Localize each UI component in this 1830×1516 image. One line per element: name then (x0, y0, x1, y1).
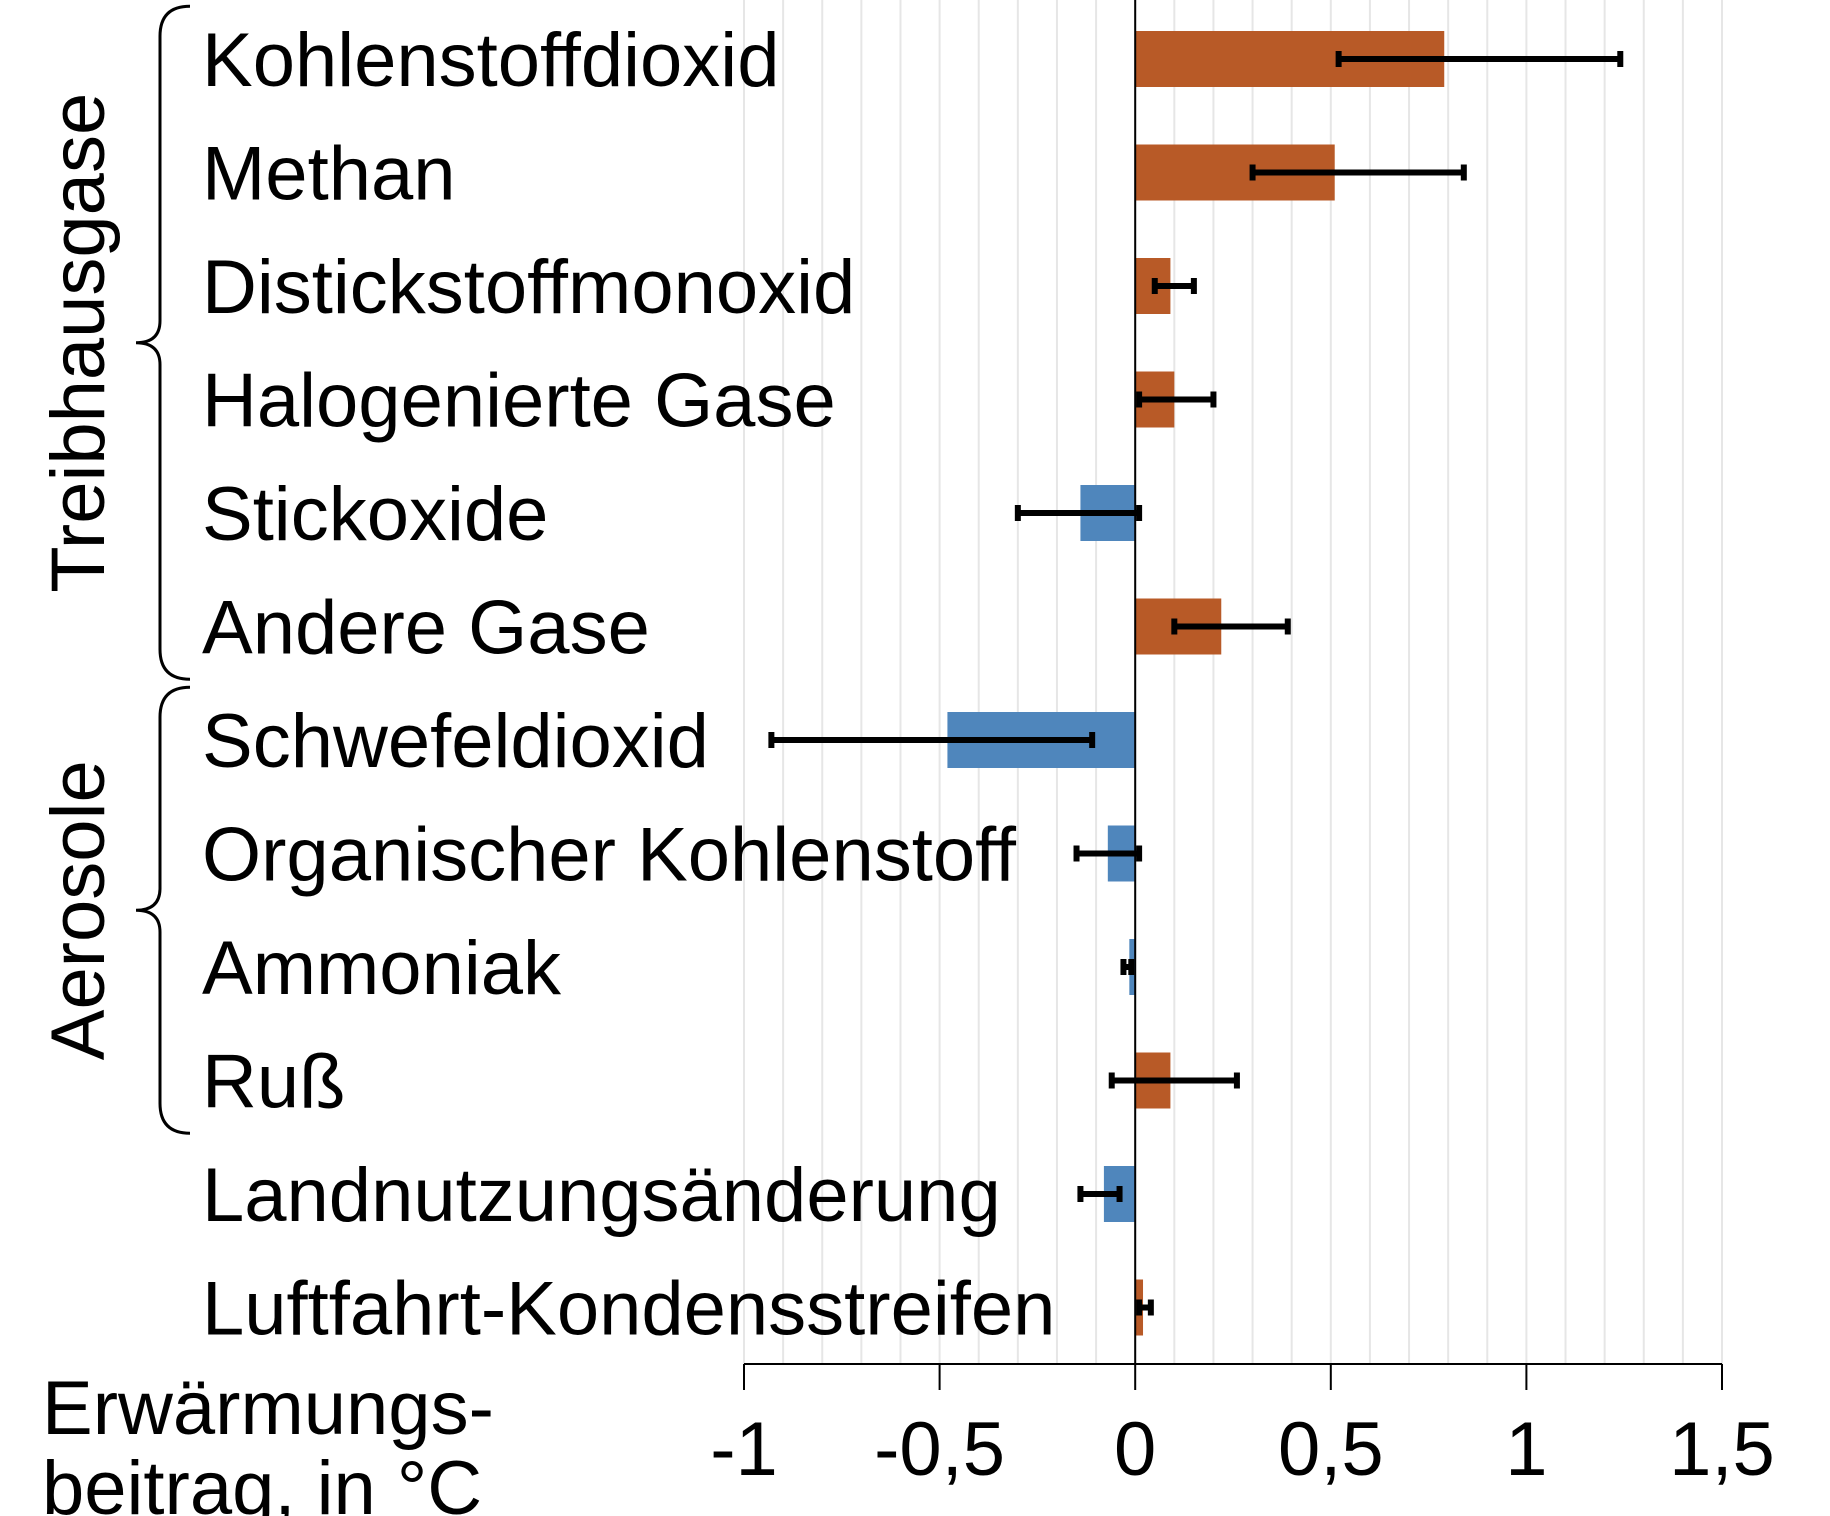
error-bars (768, 51, 1624, 1316)
x-tick-label: 1,5 (1669, 1407, 1775, 1492)
group-braces: Treibhausgase Aerosole (36, 4, 191, 1135)
category-label: Andere Gase (202, 586, 650, 671)
category-label: Ruß (202, 1040, 346, 1125)
x-tick-label: 1 (1505, 1407, 1547, 1492)
group-label: Treibhausgase (36, 93, 121, 593)
x-axis-title: Erwärmungs- beitrag, in °C (42, 1366, 515, 1516)
x-axis-title-line-2: beitrag, in °C (42, 1446, 482, 1516)
x-tick-label: 0 (1114, 1407, 1156, 1492)
category-labels: Kohlenstoffdioxid Methan Distickstoffmonox… (202, 18, 1055, 1352)
x-axis-title-line-1: Erwärmungs- (42, 1366, 494, 1451)
group-brace (135, 685, 191, 1135)
group-brace (135, 4, 191, 681)
x-tick-label: -1 (710, 1407, 778, 1492)
category-label: Organischer Kohlenstoff (202, 813, 1017, 898)
grid-lines (743, 0, 1723, 1364)
x-tick-label: -0,5 (874, 1407, 1005, 1492)
category-label: Schwefeldioxid (202, 699, 709, 784)
category-label: Landnutzungsänderung (202, 1153, 1001, 1238)
category-label: Methan (202, 132, 456, 217)
category-label: Luftfahrt-Kondensstreifen (202, 1267, 1055, 1352)
x-axis: -1 -0,5 0 0,5 1 1,5 (710, 1363, 1775, 1492)
x-tick-label: 0,5 (1278, 1407, 1384, 1492)
category-label: Ammoniak (202, 926, 562, 1011)
category-label: Kohlenstoffdioxid (202, 18, 779, 103)
category-label: Halogenierte Gase (202, 359, 836, 444)
category-label: Distickstoffmonoxid (202, 245, 855, 330)
group-label: Aerosole (36, 760, 121, 1060)
category-label: Stickoxide (202, 472, 548, 557)
bars (947, 31, 1445, 1336)
